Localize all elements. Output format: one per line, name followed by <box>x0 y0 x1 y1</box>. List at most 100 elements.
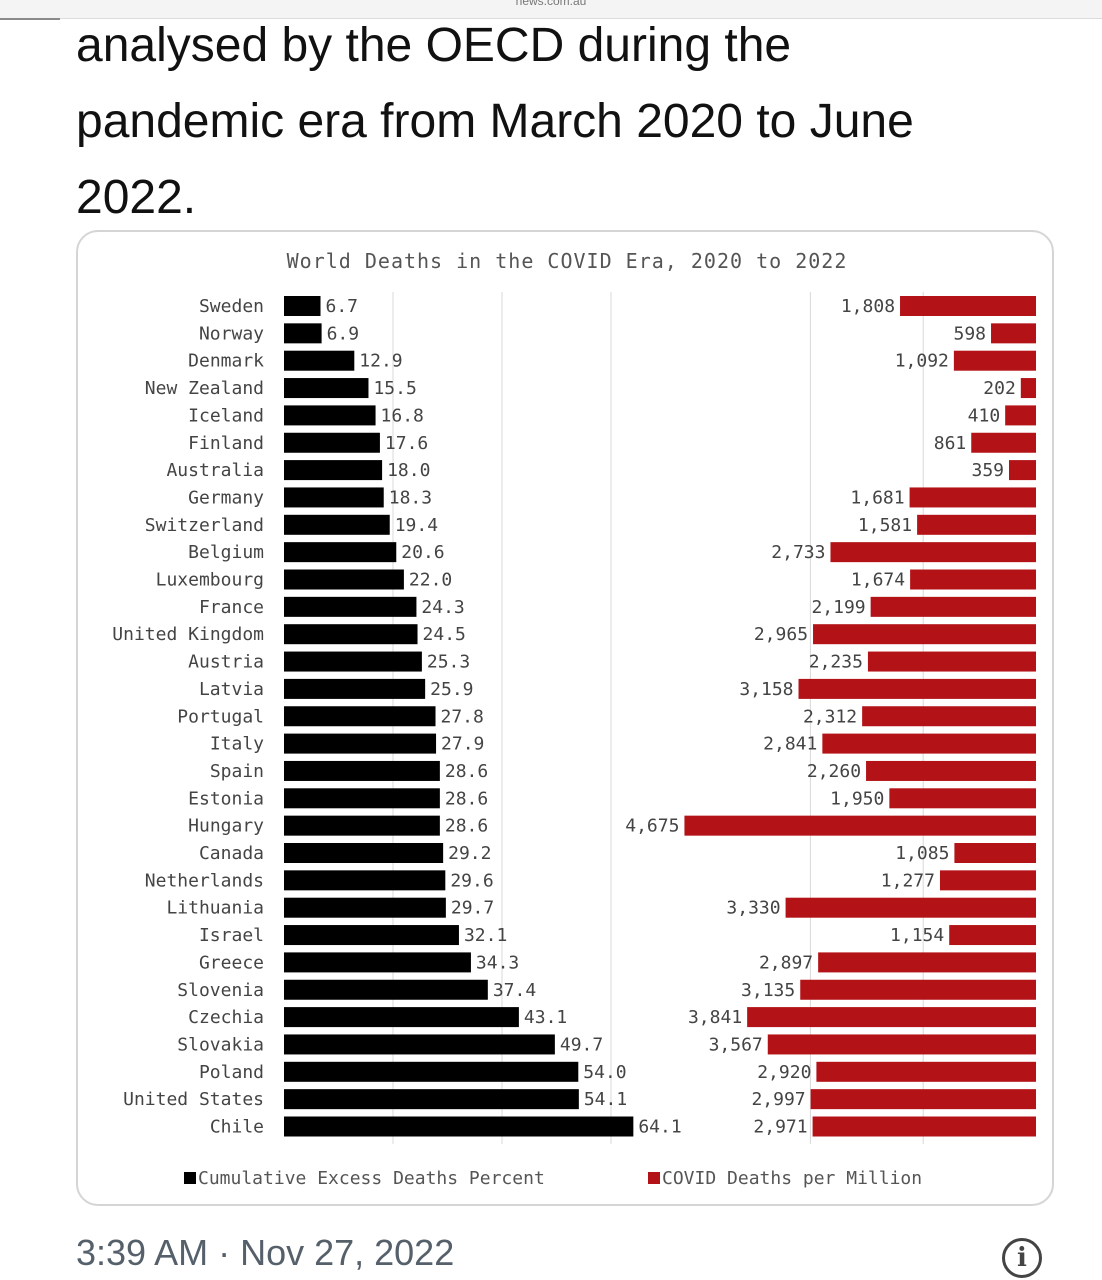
data-label-right: 1,808 <box>841 296 895 317</box>
bar-right <box>1020 378 1036 399</box>
data-label-left: 15.5 <box>373 378 416 399</box>
data-label-left: 6.9 <box>327 323 360 344</box>
bar-left <box>284 952 471 973</box>
category-label: Sweden <box>199 296 264 317</box>
category-label: Estonia <box>188 788 264 809</box>
data-label-left: 28.6 <box>445 761 488 782</box>
bar-right <box>798 678 1036 699</box>
data-label-right: 1,085 <box>895 843 949 864</box>
bar-right <box>900 296 1036 316</box>
bar-right <box>813 624 1036 645</box>
data-label-left: 18.3 <box>389 487 432 508</box>
category-label: France <box>199 597 264 618</box>
info-icon[interactable]: i <box>1002 1238 1042 1278</box>
category-label: Slovakia <box>177 1034 264 1055</box>
category-label: Israel <box>199 925 264 946</box>
bar-left <box>284 350 355 371</box>
data-label-right: 359 <box>971 460 1004 481</box>
category-label: Finland <box>188 433 264 454</box>
bar-right <box>909 487 1036 508</box>
data-label-left: 34.3 <box>476 952 519 973</box>
bar-left <box>284 651 422 672</box>
data-label-left: 16.8 <box>381 405 424 426</box>
data-label-left: 49.7 <box>560 1034 603 1055</box>
bar-right <box>949 925 1036 946</box>
data-label-left: 28.6 <box>445 816 488 837</box>
data-label-left: 19.4 <box>395 515 438 536</box>
data-label-right: 2,971 <box>753 1117 807 1138</box>
bar-left <box>284 596 417 617</box>
data-label-right: 2,312 <box>803 706 857 727</box>
bar-left <box>284 843 444 863</box>
bar-left <box>284 979 488 1000</box>
category-label: Spain <box>210 761 264 782</box>
bar-left <box>284 870 446 891</box>
data-label-right: 2,965 <box>754 624 808 645</box>
bar-right <box>889 788 1036 809</box>
data-label-left: 29.7 <box>451 898 494 919</box>
data-label-left: 25.9 <box>430 679 473 700</box>
data-label-left: 64.1 <box>638 1117 681 1138</box>
bar-left <box>284 706 436 727</box>
legend-label-left: Cumulative Excess Deaths Percent <box>198 1168 545 1189</box>
data-label-left: 27.8 <box>441 706 484 727</box>
chart-title: World Deaths in the COVID Era, 2020 to 2… <box>287 249 848 273</box>
bar-left <box>284 760 440 781</box>
bar-right <box>1005 405 1036 426</box>
bar-left <box>284 925 459 946</box>
category-label: Denmark <box>188 351 264 372</box>
bar-right <box>971 432 1036 453</box>
bar-left <box>284 678 426 699</box>
bar-right <box>954 843 1036 863</box>
data-label-right: 3,158 <box>739 679 793 700</box>
bar-right <box>800 979 1036 1000</box>
bar-left <box>284 296 321 316</box>
category-label: Austria <box>188 652 264 673</box>
bar-right <box>818 952 1036 973</box>
data-label-right: 598 <box>954 323 987 344</box>
category-label: Switzerland <box>145 515 264 536</box>
data-label-right: 2,235 <box>809 652 863 673</box>
legend-label-right: COVID Deaths per Million <box>662 1168 922 1189</box>
category-label: Belgium <box>188 542 264 563</box>
bar-left <box>284 405 376 426</box>
data-label-right: 2,733 <box>771 542 825 563</box>
data-label-right: 1,092 <box>895 351 949 372</box>
bar-left <box>284 542 397 563</box>
data-label-right: 2,897 <box>759 952 813 973</box>
category-label: New Zealand <box>145 378 264 399</box>
category-label: United Kingdom <box>112 624 264 645</box>
category-label: Hungary <box>188 816 264 837</box>
bar-left <box>284 897 446 918</box>
tweet-timestamp[interactable]: 3:39 AM · Nov 27, 2022 <box>76 1232 455 1273</box>
data-label-right: 410 <box>968 405 1001 426</box>
tweet-line-1: analysed by the OECD during the <box>76 19 792 72</box>
category-label: Portugal <box>177 706 264 727</box>
category-label: Germany <box>188 487 264 508</box>
data-label-left: 54.0 <box>583 1062 626 1083</box>
data-label-left: 54.1 <box>584 1089 627 1110</box>
data-label-left: 18.0 <box>387 460 430 481</box>
category-label: Slovenia <box>177 980 264 1001</box>
tweet-line-2: pandemic era from March 2020 to June <box>76 95 914 148</box>
data-label-left: 20.6 <box>401 542 444 563</box>
category-label: Poland <box>199 1062 264 1083</box>
bar-left <box>284 569 404 590</box>
bar-right <box>822 733 1036 754</box>
bar-right <box>684 815 1036 836</box>
data-label-right: 1,681 <box>850 487 904 508</box>
data-label-right: 1,581 <box>858 515 912 536</box>
data-label-left: 25.3 <box>427 652 470 673</box>
data-label-right: 2,920 <box>757 1062 811 1083</box>
bar-right <box>870 596 1036 617</box>
data-label-left: 12.9 <box>359 351 402 372</box>
chart-image-card[interactable]: World Deaths in the COVID Era, 2020 to 2… <box>76 230 1054 1206</box>
bar-left <box>284 624 418 645</box>
bar-left <box>284 1061 579 1082</box>
category-label: Luxembourg <box>156 570 264 591</box>
data-label-right: 2,841 <box>763 734 817 755</box>
bar-right <box>810 1089 1036 1110</box>
data-label-left: 24.5 <box>423 624 466 645</box>
bar-right <box>816 1061 1036 1082</box>
